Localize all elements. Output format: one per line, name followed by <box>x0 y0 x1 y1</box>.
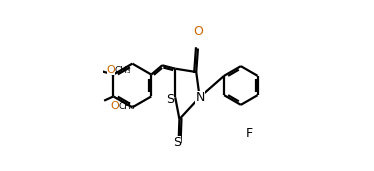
Text: O: O <box>193 25 203 38</box>
Text: S: S <box>166 93 174 106</box>
Text: CH₃: CH₃ <box>119 102 135 111</box>
Text: O: O <box>111 101 119 111</box>
Text: CH₃: CH₃ <box>115 66 131 75</box>
Text: S: S <box>173 136 181 149</box>
Text: N: N <box>196 91 205 104</box>
Text: O: O <box>107 64 115 75</box>
Text: F: F <box>246 127 253 140</box>
